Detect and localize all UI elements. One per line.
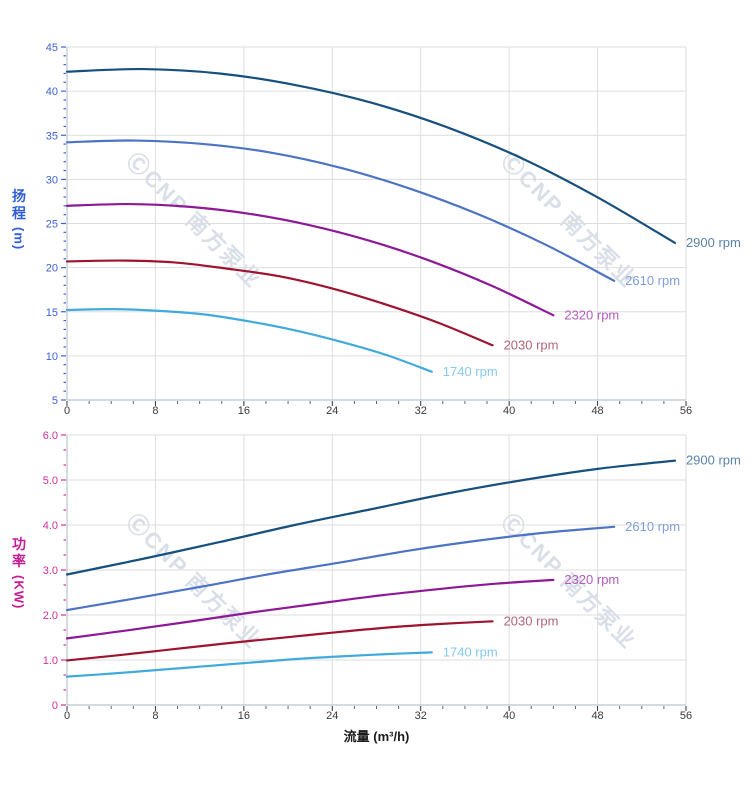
power-axis-title: 功 率 (KW)	[5, 536, 33, 609]
head-axis-title-char2: 程	[12, 205, 26, 221]
flow-axis-title: 流量 (m³/h)	[343, 729, 410, 744]
power-axis-title-char2: 率	[12, 553, 26, 569]
x-tick-label: 16	[238, 710, 250, 722]
x-tick-label: 48	[591, 710, 603, 722]
x-tick-label: 40	[503, 710, 515, 722]
y-tick-label: 5	[52, 395, 58, 407]
x-tick-label: 48	[591, 405, 603, 417]
rpm-label-2610-rpm: 2610 rpm	[625, 273, 680, 288]
y-tick-label: 45	[46, 42, 58, 54]
y-tick-label: 20	[46, 263, 58, 275]
x-tick-label: 32	[415, 710, 427, 722]
y-tick-label: 2.0	[43, 610, 58, 622]
rpm-label-2610-rpm: 2610 rpm	[625, 519, 680, 534]
rpm-label-2030-rpm: 2030 rpm	[504, 337, 559, 352]
head-vs-flow-curve-2900-rpm	[65, 67, 677, 245]
x-tick-label: 32	[415, 405, 427, 417]
x-tick-label: 8	[152, 710, 158, 722]
head-vs-flow-curve-1740-rpm	[65, 307, 433, 373]
rpm-label-1740-rpm: 1740 rpm	[443, 364, 498, 379]
head-axis-title: 扬 程 (m)	[5, 188, 33, 250]
power-axis-title-char1: 功	[12, 536, 26, 552]
x-tick-label: 40	[503, 405, 515, 417]
x-tick-label: 8	[152, 405, 158, 417]
x-tick-label: 24	[326, 405, 338, 417]
y-tick-label: 25	[46, 219, 58, 231]
y-tick-label: 5.0	[43, 475, 58, 487]
power-vs-flow-curve-2030-rpm	[65, 620, 494, 662]
head-vs-flow-curve-2610-rpm	[65, 139, 616, 282]
power-axis-title-unit: (KW)	[11, 575, 27, 610]
x-tick-label: 0	[64, 405, 70, 417]
y-tick-label: 0	[52, 700, 58, 712]
x-tick-label: 56	[680, 710, 692, 722]
power-vs-flow-curve-2610-rpm	[65, 525, 616, 612]
rpm-label-2900-rpm: 2900 rpm	[686, 453, 741, 468]
x-tick-label: 0	[64, 710, 70, 722]
head-vs-flow-curve-2320-rpm	[65, 202, 555, 317]
rpm-label-2320-rpm: 2320 rpm	[564, 572, 619, 587]
x-tick-label: 24	[326, 710, 338, 722]
head-axis-title-char1: 扬	[12, 188, 26, 204]
y-tick-label: 4.0	[43, 520, 58, 532]
x-tick-label: 56	[680, 405, 692, 417]
power-vs-flow-curve-1740-rpm	[65, 651, 433, 678]
y-tick-label: 10	[46, 351, 58, 363]
watermark-text: ⒸCNP 南方泵业	[496, 148, 641, 293]
head-axis-title-unit: (m)	[11, 227, 27, 251]
power-vs-flow-curve-2320-rpm	[65, 578, 555, 640]
rpm-label-1740-rpm: 1740 rpm	[443, 644, 498, 659]
y-tick-label: 30	[46, 174, 58, 186]
watermark-text: ⒸCNP 南方泵业	[121, 509, 266, 654]
rpm-label-2320-rpm: 2320 rpm	[564, 307, 619, 322]
head-vs-flow-curve-2030-rpm	[65, 259, 494, 347]
y-tick-label: 35	[46, 130, 58, 142]
x-tick-label: 16	[238, 405, 250, 417]
rpm-label-2900-rpm: 2900 rpm	[686, 235, 741, 250]
y-tick-label: 6.0	[43, 430, 58, 442]
y-tick-label: 15	[46, 307, 58, 319]
y-tick-label: 1.0	[43, 655, 58, 667]
power-vs-flow-curve-2900-rpm	[65, 459, 677, 576]
rpm-label-2030-rpm: 2030 rpm	[504, 613, 559, 628]
y-tick-label: 3.0	[43, 565, 58, 577]
y-tick-label: 40	[46, 86, 58, 98]
